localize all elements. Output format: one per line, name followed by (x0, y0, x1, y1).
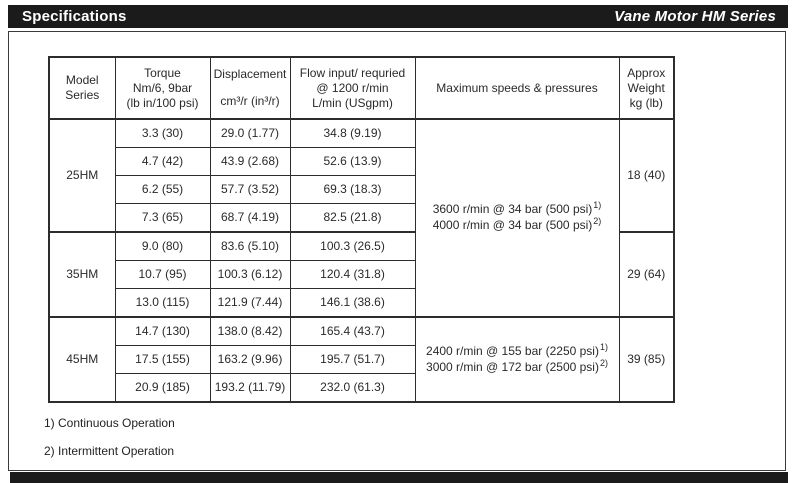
footnote-continuous: 1) Continuous Operation (44, 416, 175, 430)
col-header-displacement: Displacement cm³/r (in³/r) (209, 56, 291, 120)
table-row: 13.0 (115) 121.9 (7.44) 146.1 (38.6) (49, 288, 674, 318)
table-row: 4.7 (42) 43.9 (2.68) 52.6 (13.9) (49, 146, 674, 177)
content-panel: Model Series Torque Nm/6, 9bar (lb in/10… (8, 31, 786, 471)
col-header-flow: Flow input/ requried @ 1200 r/min L/min … (289, 56, 416, 120)
table-row: 7.3 (65) 68.7 (4.19) 82.5 (21.8) (49, 203, 674, 233)
torque-cell: 13.0 (115) (114, 288, 211, 318)
torque-cell: 20.9 (185) (114, 373, 211, 403)
header-bar: Specifications Vane Motor HM Series (8, 5, 788, 28)
footnote-intermittent: 2) Intermittent Operation (44, 444, 175, 458)
displacement-cell: 193.2 (11.79) (209, 373, 291, 403)
weight-cell: 18 (40) (618, 118, 675, 233)
footnote-marker: 2) (599, 357, 608, 368)
displacement-cell: 57.7 (3.52) (209, 175, 291, 205)
displacement-cell: 29.0 (1.77) (209, 118, 291, 148)
speeds-cell: 3600 r/min @ 34 bar (500 psi)1) 4000 r/m… (414, 118, 620, 318)
flow-cell: 52.6 (13.9) (289, 146, 416, 177)
speeds-line: 4000 r/min @ 34 bar (500 psi)2) (432, 216, 602, 233)
page-title: Specifications (22, 8, 127, 25)
col-header-torque: Torque Nm/6, 9bar (lb in/100 psi) (114, 56, 211, 120)
displacement-cell: 43.9 (2.68) (209, 146, 291, 177)
torque-cell: 14.7 (130) (114, 316, 211, 346)
flow-cell: 146.1 (38.6) (289, 288, 416, 318)
speeds-line: 2400 r/min @ 155 bar (2250 psi)1) (426, 341, 608, 358)
speeds-line: 3600 r/min @ 34 bar (500 psi)1) (432, 200, 602, 217)
footnote-marker: 2) (593, 216, 602, 227)
table-row: 20.9 (185) 193.2 (11.79) 232.0 (61.3) (49, 373, 674, 403)
flow-cell: 82.5 (21.8) (289, 203, 416, 233)
speeds-cell: 2400 r/min @ 155 bar (2250 psi)1) 3000 r… (414, 316, 620, 403)
specs-table: Model Series Torque Nm/6, 9bar (lb in/10… (48, 56, 675, 403)
footnote-marker: 1) (599, 341, 608, 352)
torque-cell: 6.2 (55) (114, 175, 211, 205)
flow-cell: 100.3 (26.5) (289, 231, 416, 261)
torque-cell: 3.3 (30) (114, 118, 211, 148)
col-header-speeds: Maximum speeds & pressures (414, 56, 620, 120)
model-cell: 25HM (48, 118, 116, 233)
torque-cell: 7.3 (65) (114, 203, 211, 233)
torque-cell: 4.7 (42) (114, 146, 211, 177)
speeds-line: 3000 r/min @ 172 bar (2500 psi)2) (426, 357, 608, 374)
col-header-model: Model Series (48, 56, 116, 120)
flow-cell: 165.4 (43.7) (289, 316, 416, 346)
displacement-cell: 163.2 (9.96) (209, 344, 291, 375)
table-row: 6.2 (55) 57.7 (3.52) 69.3 (18.3) (49, 175, 674, 205)
model-cell: 35HM (48, 231, 116, 318)
displacement-cell: 121.9 (7.44) (209, 288, 291, 318)
flow-cell: 120.4 (31.8) (289, 259, 416, 290)
displacement-cell: 100.3 (6.12) (209, 259, 291, 290)
footer-bar (10, 472, 788, 483)
series-title: Vane Motor HM Series (614, 8, 776, 25)
weight-cell: 29 (64) (618, 231, 675, 318)
table-row: 45HM 14.7 (130) 138.0 (8.42) 165.4 (43.7… (48, 316, 675, 403)
displacement-cell: 138.0 (8.42) (209, 316, 291, 346)
table-header-row: Model Series Torque Nm/6, 9bar (lb in/10… (48, 56, 675, 120)
table-row: 17.5 (155) 163.2 (9.96) 195.7 (51.7) (49, 344, 674, 375)
torque-cell: 10.7 (95) (114, 259, 211, 290)
col-header-weight: Approx Weight kg (lb) (618, 56, 675, 120)
flow-cell: 69.3 (18.3) (289, 175, 416, 205)
weight-cell: 39 (85) (618, 316, 675, 403)
table-row: 35HM 9.0 (80) 83.6 (5.10) 100.3 (26.5) 2… (48, 231, 675, 318)
displacement-cell: 83.6 (5.10) (209, 231, 291, 261)
flow-cell: 195.7 (51.7) (289, 344, 416, 375)
displacement-cell: 68.7 (4.19) (209, 203, 291, 233)
table-row: 25HM 3.3 (30) 29.0 (1.77) 34.8 (9.19) 36… (48, 118, 675, 318)
footnote-marker: 1) (593, 200, 602, 211)
model-cell: 45HM (48, 316, 116, 403)
flow-cell: 232.0 (61.3) (289, 373, 416, 403)
flow-cell: 34.8 (9.19) (289, 118, 416, 148)
torque-cell: 9.0 (80) (114, 231, 211, 261)
table-row: 10.7 (95) 100.3 (6.12) 120.4 (31.8) (49, 259, 674, 290)
torque-cell: 17.5 (155) (114, 344, 211, 375)
